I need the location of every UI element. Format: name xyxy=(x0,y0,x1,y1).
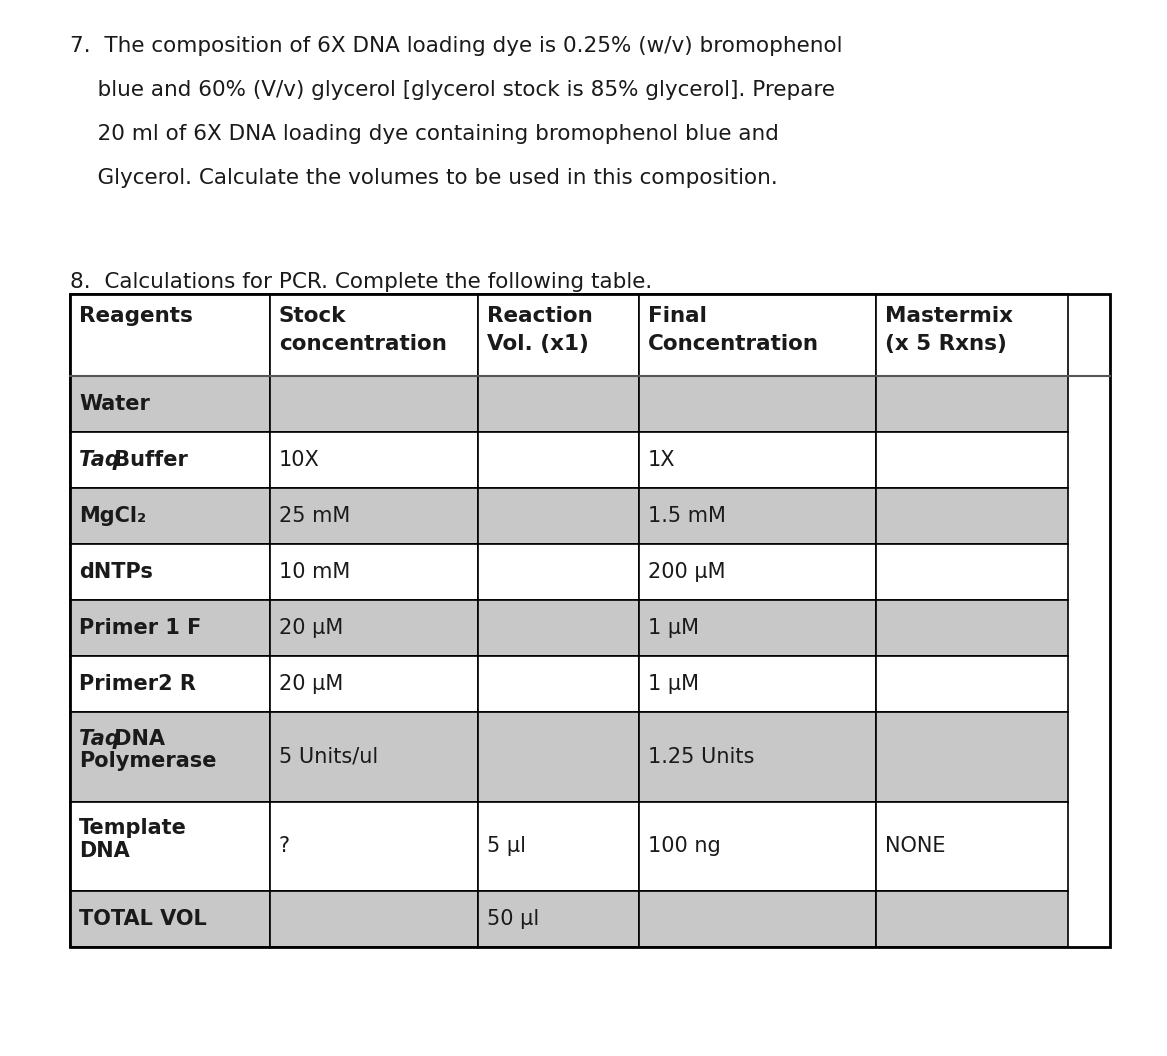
Bar xyxy=(638,600,876,656)
Bar xyxy=(270,712,477,802)
Bar xyxy=(876,600,1069,656)
Text: Primer 1 F: Primer 1 F xyxy=(79,618,202,638)
Text: Reaction: Reaction xyxy=(487,306,593,326)
Bar xyxy=(638,802,876,891)
Text: 50 μl: 50 μl xyxy=(487,909,539,929)
Bar xyxy=(876,376,1069,432)
Text: Taq: Taq xyxy=(79,729,120,749)
Bar xyxy=(70,600,270,656)
Text: Vol. (x1): Vol. (x1) xyxy=(487,334,588,354)
Bar xyxy=(70,544,270,600)
Text: MgCl₂: MgCl₂ xyxy=(79,506,146,526)
Text: dNTPs: dNTPs xyxy=(79,562,153,582)
Bar xyxy=(638,376,876,432)
Bar xyxy=(70,802,270,891)
Bar xyxy=(270,802,477,891)
Text: 5 μl: 5 μl xyxy=(487,836,525,856)
Bar xyxy=(70,712,270,802)
Text: Reagents: Reagents xyxy=(79,306,193,326)
Text: DNA: DNA xyxy=(79,841,130,861)
Bar xyxy=(477,712,638,802)
Bar xyxy=(270,376,477,432)
Text: concentration: concentration xyxy=(279,334,447,354)
Text: 8.  Calculations for PCR. Complete the following table.: 8. Calculations for PCR. Complete the fo… xyxy=(70,272,652,293)
Bar xyxy=(70,488,270,544)
Text: 1.25 Units: 1.25 Units xyxy=(648,747,754,767)
Bar xyxy=(477,891,638,947)
Bar xyxy=(477,376,638,432)
Bar xyxy=(638,712,876,802)
Text: Glycerol. Calculate the volumes to be used in this composition.: Glycerol. Calculate the volumes to be us… xyxy=(70,168,777,188)
Text: 1 μM: 1 μM xyxy=(648,674,699,694)
Text: TOTAL VOL: TOTAL VOL xyxy=(79,909,207,929)
Bar xyxy=(70,891,270,947)
Text: DNA: DNA xyxy=(107,729,165,749)
Bar xyxy=(70,294,270,376)
Text: Concentration: Concentration xyxy=(648,334,819,354)
Text: 100 ng: 100 ng xyxy=(648,836,721,856)
Text: 5 Units/ul: 5 Units/ul xyxy=(279,747,378,767)
Bar xyxy=(876,488,1069,544)
Bar xyxy=(477,432,638,488)
Bar xyxy=(876,712,1069,802)
Bar xyxy=(270,488,477,544)
Bar xyxy=(477,656,638,712)
Bar xyxy=(70,376,270,432)
Text: Primer2 R: Primer2 R xyxy=(79,674,196,694)
Text: Buffer: Buffer xyxy=(107,450,188,470)
Text: 1.5 mM: 1.5 mM xyxy=(648,506,726,526)
Bar xyxy=(638,294,876,376)
Text: Polymerase: Polymerase xyxy=(79,751,217,771)
Text: 20 ml of 6X DNA loading dye containing bromophenol blue and: 20 ml of 6X DNA loading dye containing b… xyxy=(70,124,778,144)
Text: (x 5 Rxns): (x 5 Rxns) xyxy=(885,334,1007,354)
Text: 1 μM: 1 μM xyxy=(648,618,699,638)
Bar xyxy=(638,891,876,947)
Bar xyxy=(477,802,638,891)
Bar xyxy=(876,656,1069,712)
Text: blue and 60% (V/v) glycerol [glycerol stock is 85% glycerol]. Prepare: blue and 60% (V/v) glycerol [glycerol st… xyxy=(70,80,836,100)
Bar xyxy=(270,432,477,488)
Bar xyxy=(477,544,638,600)
Text: Template: Template xyxy=(79,818,187,838)
Text: 200 μM: 200 μM xyxy=(648,562,726,582)
Bar xyxy=(876,432,1069,488)
Text: Final: Final xyxy=(648,306,707,326)
Text: ?: ? xyxy=(279,836,289,856)
Bar xyxy=(477,294,638,376)
Bar xyxy=(477,488,638,544)
Bar xyxy=(270,600,477,656)
Bar xyxy=(876,294,1069,376)
Text: 1X: 1X xyxy=(648,450,676,470)
Bar xyxy=(270,294,477,376)
Text: Stock: Stock xyxy=(279,306,347,326)
Text: NONE: NONE xyxy=(885,836,945,856)
Text: Taq: Taq xyxy=(79,450,120,470)
Text: 10X: 10X xyxy=(279,450,320,470)
Text: 25 mM: 25 mM xyxy=(279,506,350,526)
Bar xyxy=(477,600,638,656)
Text: Mastermix: Mastermix xyxy=(885,306,1013,326)
Bar xyxy=(70,294,1110,947)
Bar xyxy=(638,488,876,544)
Bar xyxy=(270,891,477,947)
Bar xyxy=(270,544,477,600)
Text: 7.  The composition of 6X DNA loading dye is 0.25% (w/v) bromophenol: 7. The composition of 6X DNA loading dye… xyxy=(70,36,843,56)
Bar xyxy=(876,891,1069,947)
Text: 20 μM: 20 μM xyxy=(279,674,343,694)
Bar xyxy=(876,802,1069,891)
Bar xyxy=(270,656,477,712)
Bar xyxy=(638,544,876,600)
Bar xyxy=(876,544,1069,600)
Text: 20 μM: 20 μM xyxy=(279,618,343,638)
Bar xyxy=(70,656,270,712)
Bar xyxy=(638,432,876,488)
Bar xyxy=(70,432,270,488)
Text: Water: Water xyxy=(79,394,149,414)
Bar xyxy=(638,656,876,712)
Text: 10 mM: 10 mM xyxy=(279,562,350,582)
